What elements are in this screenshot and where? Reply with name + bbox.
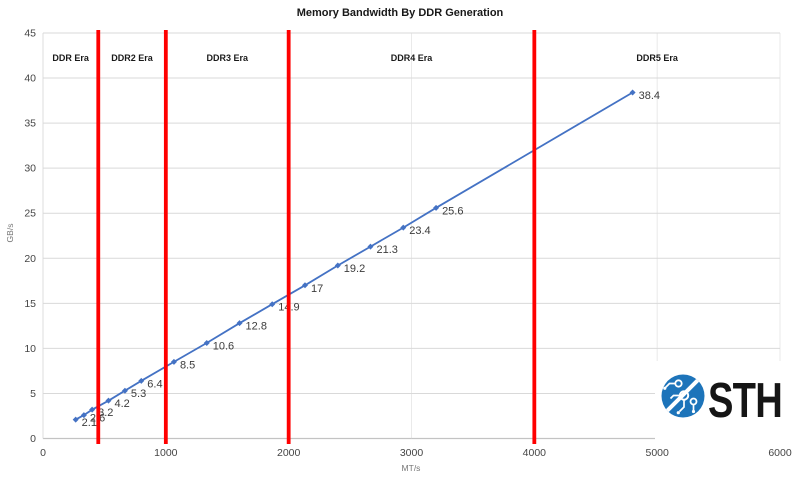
data-point-marker	[400, 224, 407, 231]
y-tick-label: 35	[24, 118, 36, 130]
data-point-label: 10.6	[213, 340, 234, 352]
era-label: DDR2 Era	[111, 53, 154, 63]
data-point-marker	[105, 397, 112, 404]
data-point-marker	[80, 412, 87, 419]
data-point-marker	[269, 301, 276, 308]
logo-circuit-traces	[661, 374, 705, 418]
data-point-label: 19.2	[344, 263, 365, 275]
x-tick-label: 3000	[400, 447, 424, 459]
x-tick-label: 5000	[645, 447, 669, 459]
x-tick-label: 0	[40, 447, 46, 459]
era-label: DDR5 Era	[636, 53, 679, 63]
data-point-marker	[236, 320, 243, 327]
era-label: DDR4 Era	[391, 53, 434, 63]
data-point-marker	[302, 282, 309, 289]
data-point-label: 8.5	[180, 359, 195, 371]
x-axis-title: MT/s	[402, 463, 421, 473]
y-tick-label: 25	[24, 208, 36, 220]
data-point-label: 4.2	[114, 398, 129, 410]
data-point-marker	[203, 339, 210, 346]
y-tick-label: 15	[24, 298, 36, 310]
data-point-label: 23.4	[409, 225, 430, 237]
data-point-marker	[89, 406, 96, 413]
data-point-marker	[367, 243, 374, 250]
era-label: DDR3 Era	[206, 53, 249, 63]
axis-tick-labels: 0 5 10 15 20 25 30 35 40 45 0 1000 2000 3000 4000 5000 6…	[24, 28, 792, 460]
x-tick-label: 6000	[768, 447, 792, 459]
y-tick-label: 45	[24, 28, 36, 40]
y-tick-label: 30	[24, 163, 36, 175]
series-line	[75, 91, 634, 421]
data-point-label: 5.3	[131, 388, 146, 400]
era-boundary-lines	[96, 30, 537, 444]
y-axis-title: GB/s	[5, 224, 15, 243]
data-point-label: 17	[311, 283, 323, 295]
x-tick-label: 4000	[523, 447, 547, 459]
data-point-label: 25.6	[442, 205, 463, 217]
data-point-marker	[138, 377, 145, 384]
bandwidth-series: 2.12.63.24.25.36.48.510.612.814.91719.22…	[72, 89, 660, 429]
sth-logo: STH	[655, 361, 789, 440]
data-point-marker	[433, 204, 440, 211]
y-tick-label: 40	[24, 73, 36, 85]
y-tick-label: 10	[24, 343, 36, 355]
data-point-label: 38.4	[639, 90, 660, 102]
data-point-marker	[72, 416, 79, 423]
era-label: DDR Era	[52, 53, 90, 63]
data-point-label: 12.8	[246, 321, 267, 333]
era-labels: DDR Era DDR2 Era DDR3 Era DDR4 Era DDR5 Era	[52, 53, 679, 63]
data-point-label: 3.2	[98, 407, 113, 419]
data-point-label: 2.1	[82, 417, 97, 429]
data-point-marker	[170, 358, 177, 365]
x-tick-label: 1000	[154, 447, 178, 459]
y-tick-label: 0	[30, 433, 36, 445]
data-point-marker	[334, 262, 341, 269]
data-point-marker	[121, 387, 128, 394]
logo-text: STH	[708, 374, 782, 428]
y-tick-label: 20	[24, 253, 36, 265]
chart-title: Memory Bandwidth By DDR Generation	[297, 7, 504, 19]
data-point-label: 6.4	[147, 378, 162, 390]
x-tick-label: 2000	[277, 447, 301, 459]
data-point-marker	[629, 89, 636, 96]
data-point-label: 21.3	[376, 244, 397, 256]
y-tick-label: 5	[30, 388, 36, 400]
